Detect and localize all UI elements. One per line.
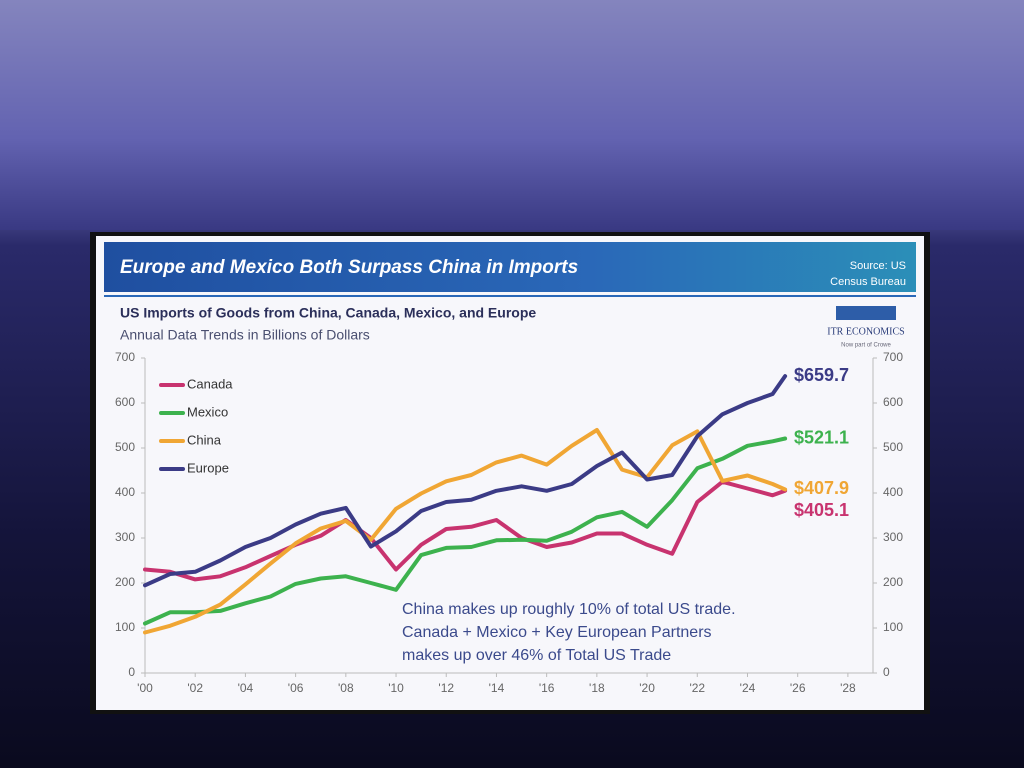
y2-tick-label: 600 bbox=[883, 395, 903, 409]
x-tick-label: '16 bbox=[539, 681, 555, 695]
y2-tick-label: 300 bbox=[883, 530, 903, 544]
y-tick-label: 200 bbox=[115, 575, 135, 589]
y-tick-label: 100 bbox=[115, 620, 135, 634]
x-tick-label: '24 bbox=[740, 681, 756, 695]
x-tick-label: '06 bbox=[288, 681, 304, 695]
annotation: Canada + Mexico + Key European Partners bbox=[402, 624, 712, 641]
series-line bbox=[143, 428, 788, 635]
series-line bbox=[143, 479, 788, 582]
end-value-label: $659.7 bbox=[794, 365, 849, 385]
x-tick-label: '08 bbox=[338, 681, 354, 695]
x-tick-label: '18 bbox=[589, 681, 605, 695]
y2-tick-label: 100 bbox=[883, 620, 903, 634]
x-tick-label: '10 bbox=[388, 681, 404, 695]
logo-subtext: Now part of Crowe bbox=[841, 343, 891, 349]
x-tick-label: '28 bbox=[840, 681, 856, 695]
slide bbox=[96, 236, 924, 710]
y2-tick-label: 700 bbox=[883, 350, 903, 364]
y-tick-label: 300 bbox=[115, 530, 135, 544]
ceiling bbox=[0, 0, 1024, 230]
x-tick-label: '04 bbox=[238, 681, 254, 695]
y2-tick-label: 500 bbox=[883, 440, 903, 454]
source: Source: US bbox=[850, 260, 906, 272]
annotation: China makes up roughly 10% of total US t… bbox=[402, 601, 736, 618]
series-line bbox=[143, 436, 788, 626]
x-tick-label: '22 bbox=[689, 681, 705, 695]
legend-label: Canada bbox=[187, 376, 233, 391]
logo: ITR ECONOMICS bbox=[827, 326, 905, 337]
legend-label: Mexico bbox=[187, 404, 228, 419]
x-tick-label: '20 bbox=[639, 681, 655, 695]
x-tick-label: '14 bbox=[489, 681, 505, 695]
y-tick-label: 400 bbox=[115, 485, 135, 499]
x-tick-label: '12 bbox=[438, 681, 454, 695]
y2-tick-label: 0 bbox=[883, 665, 890, 679]
annotation: makes up over 46% of Total US Trade bbox=[402, 647, 671, 664]
subtitle: Annual Data Trends in Billions of Dollar… bbox=[120, 327, 370, 343]
y-tick-label: 0 bbox=[128, 665, 135, 679]
chart-title: Europe and Mexico Both Surpass China in … bbox=[120, 257, 578, 278]
end-value-label: $407.9 bbox=[794, 478, 849, 498]
end-value-label: $405.1 bbox=[794, 500, 849, 520]
y2-tick-label: 200 bbox=[883, 575, 903, 589]
end-value-label: $521.1 bbox=[794, 427, 849, 447]
header-band bbox=[104, 242, 916, 292]
subtitle: US Imports of Goods from China, Canada, … bbox=[120, 305, 536, 321]
y-tick-label: 700 bbox=[115, 350, 135, 364]
source: Census Bureau bbox=[830, 276, 906, 288]
x-tick-label: '00 bbox=[137, 681, 153, 695]
series-line bbox=[143, 374, 788, 588]
logo-mark bbox=[836, 306, 896, 320]
y-tick-label: 500 bbox=[115, 440, 135, 454]
y-tick-label: 600 bbox=[115, 395, 135, 409]
legend-label: Europe bbox=[187, 460, 229, 475]
legend-label: China bbox=[187, 432, 222, 447]
x-tick-label: '02 bbox=[187, 681, 203, 695]
x-tick-label: '26 bbox=[790, 681, 806, 695]
y2-tick-label: 400 bbox=[883, 485, 903, 499]
